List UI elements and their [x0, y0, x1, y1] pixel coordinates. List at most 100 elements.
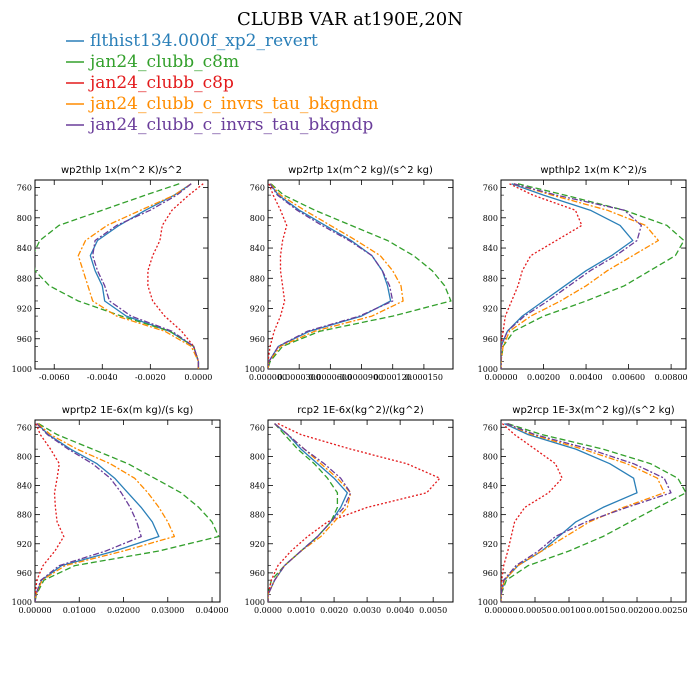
x-tick-label: 0.00200	[527, 373, 560, 382]
y-tick-label: 960	[483, 569, 498, 578]
panel-5: rcp2 1E-6x(kg^2)/(kg^2) 760 800 840 880 920 96…	[245, 405, 454, 615]
series-line-1	[35, 423, 160, 602]
y-tick-label: 880	[483, 274, 498, 283]
x-tick-label: 0.000150	[405, 373, 443, 382]
y-tick-label: 840	[250, 244, 265, 253]
x-tick-label: -0.0040	[87, 373, 118, 382]
x-tick-label: 0.00250	[654, 606, 687, 615]
y-tick-label: 800	[483, 214, 498, 223]
y-tick-label: 800	[250, 452, 265, 461]
x-tick-label: 0.00600	[612, 373, 645, 382]
y-tick-label: 880	[17, 511, 32, 520]
y-tick-label: 760	[483, 184, 498, 193]
y-tick-label: 960	[17, 569, 32, 578]
x-tick-label: 0.02000	[107, 606, 140, 615]
x-tick-label: -0.0020	[135, 373, 166, 382]
y-tick-label: 920	[250, 305, 265, 314]
series-line-5	[501, 183, 642, 369]
y-tick-label: 880	[250, 511, 265, 520]
series-line-5	[501, 422, 672, 602]
x-tick-label: 0.04000	[195, 606, 228, 615]
series-line-5	[35, 423, 142, 602]
figure-legend: flthist134.000f_xp2_revert jan24_clubb_c8…	[66, 31, 378, 135]
y-tick-label: 1000	[478, 365, 498, 374]
plot-frame	[34, 179, 209, 370]
y-tick-label: 920	[17, 305, 32, 314]
y-tick-label: 960	[483, 335, 498, 344]
series-line-3	[501, 183, 583, 369]
x-tick-label: 0.0000900	[340, 373, 383, 382]
x-tick-label: 0.0000300	[278, 373, 321, 382]
x-tick-label: 0.00800	[655, 373, 688, 382]
y-tick-label: 880	[17, 274, 32, 283]
legend-entry: jan24_clubb_c8p	[88, 73, 234, 93]
y-tick-label: 840	[250, 482, 265, 491]
x-tick-label: 0.0000	[254, 606, 282, 615]
panel-1: wp2thlp 1x(m^2 K)/s^2 760 800 840 880 920 960 1…	[12, 165, 213, 382]
y-tick-label: 1000	[245, 365, 265, 374]
legend-entry: jan24_clubb_c_invrs_tau_bkgndp	[88, 115, 373, 135]
figure-title: CLUBB VAR at190E,20N	[237, 9, 463, 30]
panel-4: wprtp2 1E-6x(m kg)/(s kg) 760 800 840 880 920…	[12, 405, 229, 615]
x-tick-label: 0.000120	[374, 373, 412, 382]
y-tick-label: 800	[17, 452, 32, 461]
panel-6: wp2rcp 1E-3x(m^2 kg)/(s^2 kg) 760 800 840 88…	[478, 405, 688, 615]
series-line-3	[501, 423, 563, 602]
x-tick-label: 0.0000	[184, 373, 212, 382]
x-tick-label: 0.00200	[620, 606, 653, 615]
y-tick-label: 760	[17, 184, 32, 193]
legend-entry: jan24_clubb_c_invrs_tau_bkgndm	[88, 94, 378, 114]
x-tick-label: -0.0060	[39, 373, 70, 382]
series-line-1	[268, 183, 392, 369]
plot-frame	[267, 419, 454, 603]
x-tick-label: 0.0000600	[309, 373, 352, 382]
series-line-3	[268, 423, 441, 602]
x-tick-label: 0.0020	[320, 606, 348, 615]
plot-frame	[500, 419, 687, 603]
panel-title: wpthlp2 1x(m K^2)/s	[540, 165, 646, 176]
plot-frame	[500, 179, 687, 370]
series-line-5	[268, 423, 352, 602]
y-tick-label: 760	[483, 423, 498, 432]
series-line-5	[268, 183, 394, 369]
series-line-4	[501, 183, 660, 369]
x-tick-label: 0.0030	[353, 606, 381, 615]
panel-title: rcp2 1E-6x(kg^2)/(kg^2)	[297, 405, 424, 416]
x-tick-label: 0.0050	[419, 606, 447, 615]
y-tick-label: 1000	[12, 598, 32, 607]
y-tick-label: 1000	[245, 598, 265, 607]
series-line-1	[501, 183, 634, 369]
series-line-1	[268, 423, 348, 602]
y-tick-label: 760	[250, 423, 265, 432]
panel-title: wp2rtp 1x(m^2 kg)/(s^2 kg)	[288, 165, 433, 176]
panel-title: wp2rcp 1E-3x(m^2 kg)/(s^2 kg)	[512, 405, 675, 416]
x-tick-label: 0.00000	[484, 606, 517, 615]
legend-entry: flthist134.000f_xp2_revert	[90, 31, 318, 51]
x-tick-label: 0.00000	[18, 606, 51, 615]
y-tick-label: 1000	[478, 598, 498, 607]
series-line-4	[35, 423, 176, 602]
y-tick-label: 840	[483, 482, 498, 491]
series-line-4	[268, 183, 404, 369]
x-tick-label: 0.00100	[552, 606, 585, 615]
x-tick-label: 0.0040	[386, 606, 414, 615]
y-tick-label: 920	[250, 540, 265, 549]
panel-3: wpthlp2 1x(m K^2)/s 760 800 840 880 920 960 100…	[478, 165, 688, 382]
panel-title: wprtp2 1E-6x(m kg)/(s kg)	[62, 405, 194, 416]
x-tick-label: 0.00050	[518, 606, 551, 615]
series-line-3	[35, 423, 65, 602]
series-line-4	[268, 423, 352, 602]
y-tick-label: 960	[250, 569, 265, 578]
series-line-2	[35, 183, 200, 369]
y-tick-label: 880	[250, 274, 265, 283]
y-tick-label: 960	[17, 335, 32, 344]
plot-frame	[267, 179, 454, 370]
x-tick-label: 0.00000	[484, 373, 517, 382]
series-line-2	[501, 183, 685, 369]
series-line-5	[92, 183, 200, 369]
y-tick-label: 920	[483, 540, 498, 549]
series-line-2	[268, 423, 339, 602]
y-tick-label: 760	[17, 423, 32, 432]
x-tick-label: 0.03000	[151, 606, 184, 615]
y-tick-label: 840	[17, 482, 32, 491]
